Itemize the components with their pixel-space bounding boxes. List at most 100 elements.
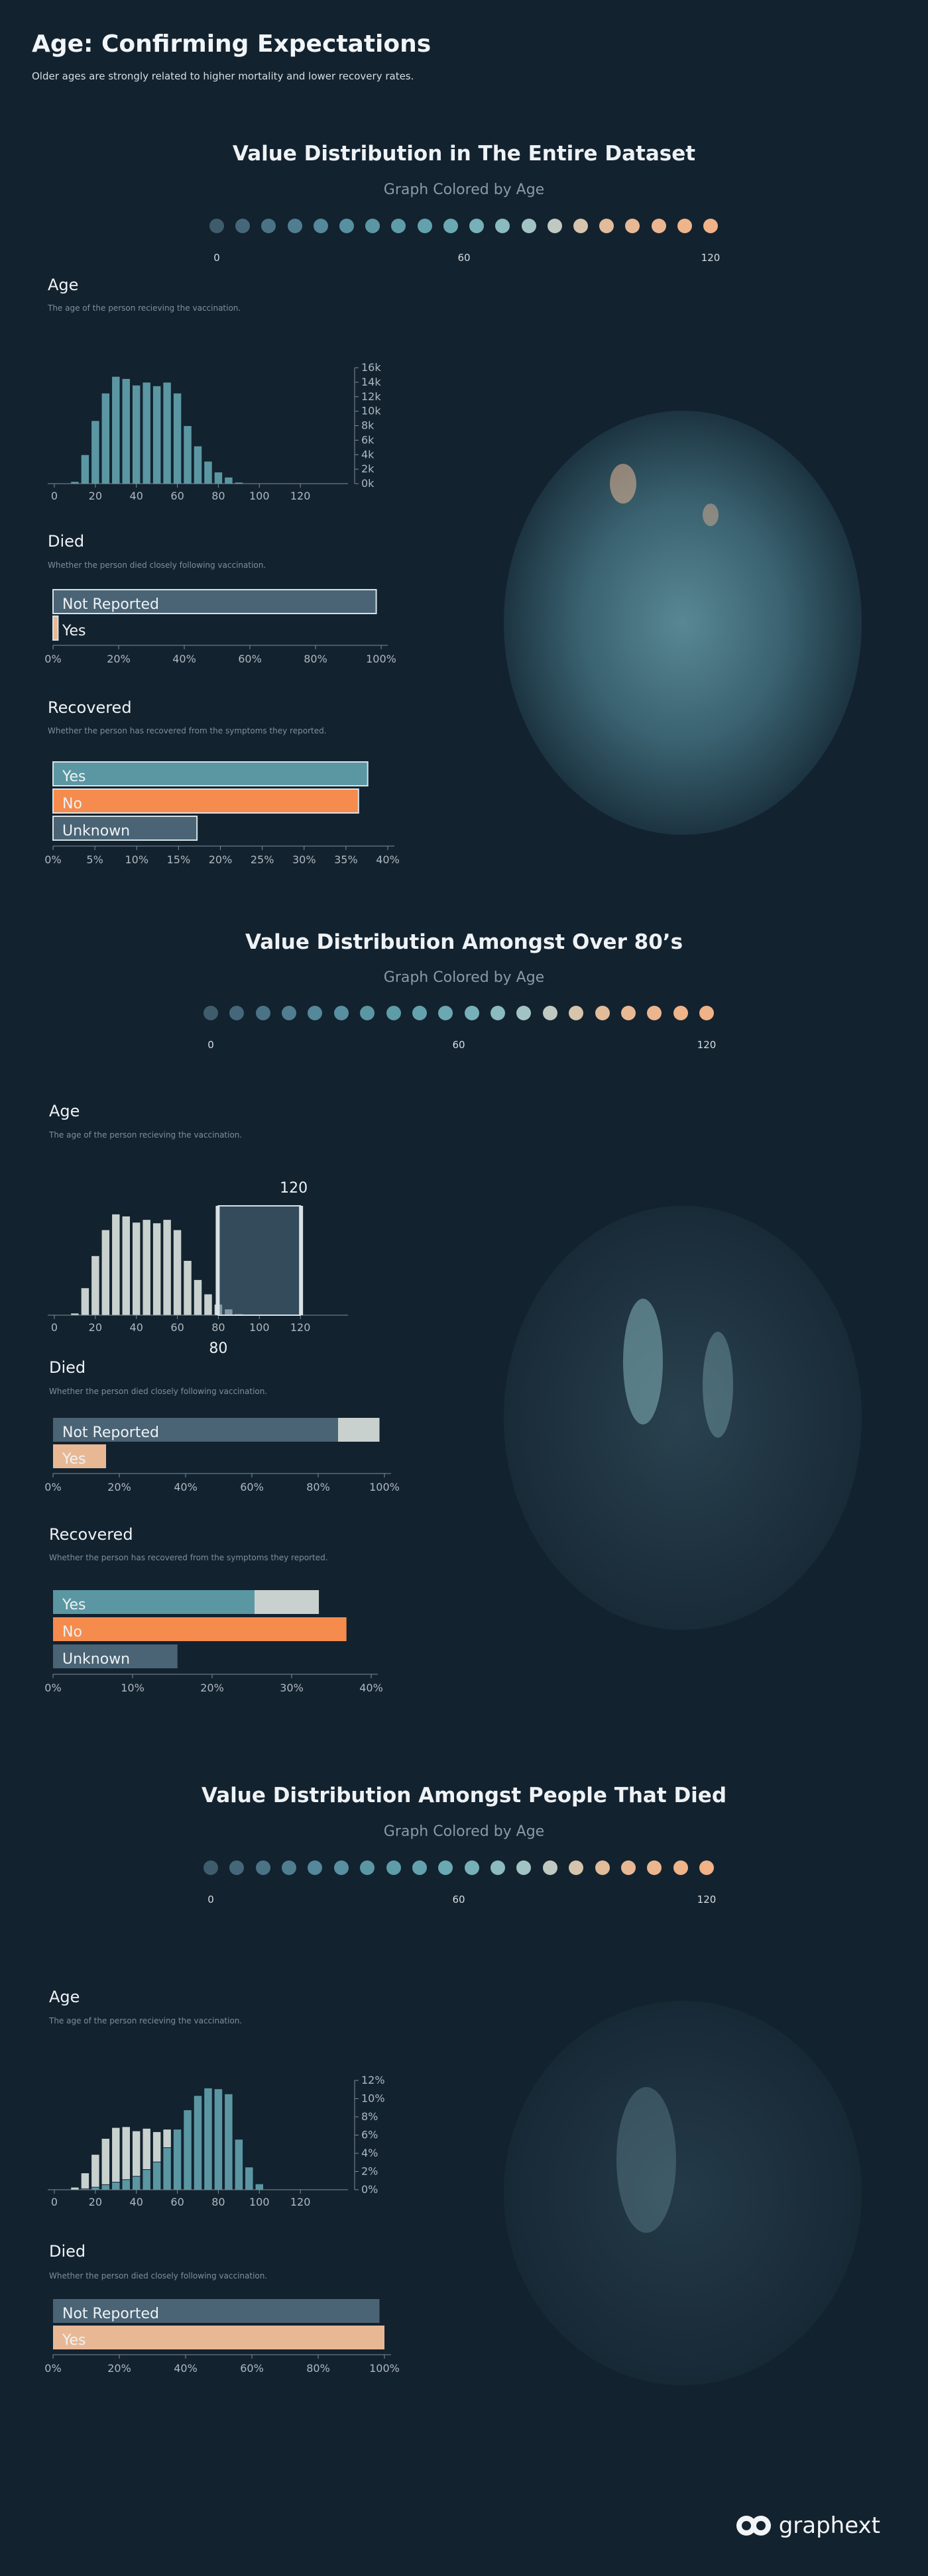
died-field-desc: Whether the person died closely followin… [49,2271,268,2281]
histogram-bar [121,1215,131,1316]
bar [53,2299,380,2323]
y-tick-label: 8% [361,2110,378,2123]
x-tick-label: 35% [334,853,358,866]
recovered-bar-chart[interactable]: Yes No Unknown 0% 5% 10% 15% 20% 25% 30% 35% 40% [40,755,411,868]
histogram-bar [80,454,90,484]
bar [53,1418,338,1442]
x-tick-label: 40% [359,1682,383,1694]
age-histogram[interactable]: 0 20 40 60 80 100 120 120 80 [40,1173,411,1362]
color-scale-dot [412,1006,427,1020]
network-graph[interactable] [464,1988,888,2398]
bar [52,788,359,814]
color-scale-dot [203,1006,218,1020]
color-scale-dot [469,219,485,233]
histogram-bar [152,385,162,484]
histogram-bar [172,1229,182,1316]
color-scale-dot [677,219,692,233]
bar-label: Unknown [62,1651,130,1668]
bar [53,2326,384,2349]
color-scale-dot [308,1006,323,1020]
color-scale-dot [625,219,640,233]
histogram-bar [224,476,233,484]
color-scale-dot [282,1006,297,1020]
color-scale-dot [521,219,536,233]
color-scale-dot [599,219,614,233]
color-scale-dot [209,219,224,233]
graphext-logo-text: graphext [778,2512,880,2539]
bar-label: Yes [62,2332,86,2349]
histogram-bar [131,1222,141,1316]
age-field-name: Age [49,1988,80,2006]
color-scale-dot [573,219,588,233]
range-low-label: 80 [209,1340,227,1357]
bar [53,1617,347,1641]
range-handle-low [215,1206,220,1315]
range-high-label: 120 [280,1180,308,1197]
scale-max-label: 120 [697,1894,717,1905]
bar-label: Not Reported [62,596,159,613]
x-tick-label: 100% [366,653,396,665]
color-scale-dot [651,219,666,233]
graphext-logo: graphext [735,2512,880,2539]
x-tick-label: 40% [172,653,196,665]
section-title: Value Distribution in The Entire Dataset [232,142,696,166]
y-tick-label: 0k [361,477,375,490]
scale-min-label: 0 [213,252,220,264]
x-tick-label: 30% [280,1682,304,1694]
section-subtitle: Graph Colored by Age [383,1823,545,1840]
color-scale-dot [620,1860,636,1875]
color-scale-dot [569,1860,584,1875]
x-tick-label: 0 [51,490,58,502]
died-field-desc: Whether the person died closely followin… [49,1387,268,1396]
x-tick-label: 40 [130,1321,143,1334]
color-scale: 0 60 120 [0,1860,928,1905]
died-field-desc: Whether the person died closely followin… [48,561,266,570]
color-scale-dot [365,219,380,233]
x-tick-label: 120 [290,2196,311,2208]
network-graph[interactable] [464,384,888,861]
bar-label: Yes [62,1597,86,1613]
recovered-field-desc: Whether the person has recovered from th… [48,726,327,735]
histogram-bar [213,2088,223,2190]
graphext-logo-icon [736,2516,771,2536]
x-tick-label: 100 [249,490,270,502]
x-tick-label: 80 [211,490,225,502]
age-histogram[interactable]: 0 20 40 60 80 100 120 12% 10% 8% 6% 4% 2% 0% [40,2067,411,2220]
x-tick-label: 0% [44,2362,61,2375]
color-scale: 0 60 120 [0,1006,928,1051]
scale-max-label: 120 [697,1039,717,1051]
range-selection [217,1205,302,1316]
x-tick-label: 0% [44,853,61,866]
x-tick-label: 20% [200,1682,224,1694]
color-scale-dot [255,1860,270,1875]
y-tick-label: 14k [361,376,381,388]
x-tick-label: 25% [251,853,274,866]
bar-label: Yes [62,1451,86,1468]
bar-label: No [62,1624,82,1640]
x-tick-label: 60% [240,2362,264,2375]
y-tick-label: 4% [361,2147,378,2159]
x-tick-label: 80% [306,2362,330,2375]
color-scale-dot [339,219,355,233]
scale-mid-label: 60 [452,1894,465,1905]
network-graph[interactable] [464,1179,888,1656]
histogram-bar [162,382,172,484]
histogram-bar [172,392,182,484]
y-tick-label: 2k [361,462,375,475]
x-tick-label: 120 [290,1321,311,1334]
x-tick-label: 80% [304,653,327,665]
y-tick-label: 4k [361,448,375,460]
x-tick-label: 40% [174,2362,198,2375]
histogram-bar [234,2139,244,2190]
recovered-bar-chart[interactable]: Yes No Unknown 0% 10% 20% 30% 40% [40,1583,411,1696]
y-tick-label: 6k [361,433,375,446]
color-scale-dot [360,1860,375,1875]
x-tick-label: 40% [376,853,400,866]
x-tick-label: 100 [249,2196,270,2208]
x-tick-label: 20 [89,2196,102,2208]
histogram-bar [203,2087,213,2190]
